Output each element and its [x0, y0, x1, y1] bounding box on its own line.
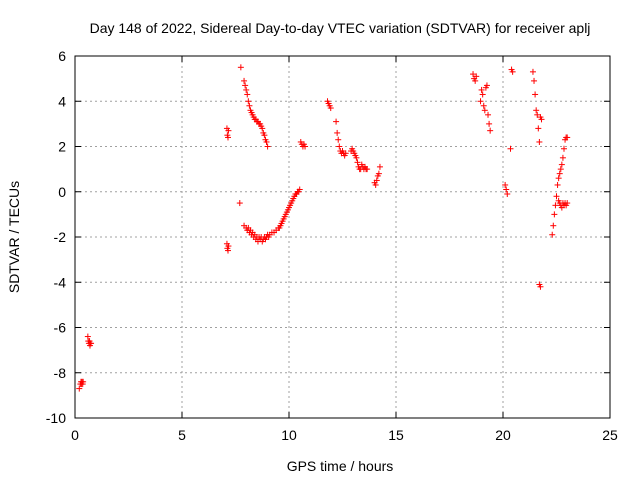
data-point	[551, 211, 558, 218]
data-point	[225, 127, 232, 134]
data-point	[553, 193, 560, 200]
data-point	[564, 134, 571, 141]
data-point	[504, 191, 511, 198]
y-tick-label: -4	[54, 274, 67, 290]
data-point	[480, 102, 487, 109]
data-point	[342, 150, 349, 157]
y-tick-label: 2	[58, 139, 66, 155]
data-point	[333, 118, 340, 125]
data-point	[487, 127, 494, 134]
data-point	[535, 125, 542, 132]
data-point	[354, 159, 361, 166]
y-tick-label: -6	[54, 320, 67, 336]
data-point	[552, 202, 559, 209]
data-point	[533, 107, 540, 114]
data-point	[80, 378, 87, 385]
data-point	[503, 186, 510, 193]
data-point	[477, 98, 484, 105]
data-point	[531, 77, 538, 84]
data-point	[375, 170, 382, 177]
data-point	[479, 91, 486, 98]
data-point	[483, 82, 490, 89]
data-point	[243, 86, 250, 93]
data-point	[76, 385, 83, 392]
data-point	[263, 138, 270, 145]
data-point	[478, 86, 485, 93]
data-point	[560, 145, 567, 152]
data-point	[335, 136, 342, 143]
data-point	[550, 222, 557, 229]
data-point	[554, 181, 561, 188]
data-point	[336, 143, 343, 150]
y-tick-label: 6	[58, 48, 66, 64]
data-point	[88, 340, 95, 347]
data-point	[537, 283, 544, 290]
data-point	[473, 73, 480, 80]
data-point	[259, 125, 266, 132]
data-point	[536, 138, 543, 145]
data-point	[509, 68, 516, 75]
data-point	[558, 161, 565, 168]
data-point	[261, 132, 268, 139]
y-tick-label: -2	[54, 229, 67, 245]
x-tick-label: 5	[178, 427, 186, 443]
data-point	[237, 64, 244, 71]
x-tick-label: 15	[388, 427, 404, 443]
data-point	[373, 177, 380, 184]
data-point	[225, 134, 232, 141]
data-point	[481, 107, 488, 114]
y-tick-label: -10	[46, 410, 66, 426]
data-point	[555, 175, 562, 182]
data-point	[236, 200, 243, 207]
axis-ticks: 0 5 10 15 20 25 -10 -8 -6 -4 -2 0 2 4 6	[46, 48, 618, 443]
data-point	[302, 143, 309, 150]
x-tick-label: 0	[71, 427, 79, 443]
x-tick-label: 25	[602, 427, 618, 443]
x-axis-label: GPS time / hours	[287, 458, 394, 474]
data-point	[532, 91, 539, 98]
data-point	[246, 102, 253, 109]
chart-title: Day 148 of 2022, Sidereal Day-to-day VTE…	[90, 20, 591, 36]
data-point	[470, 71, 477, 78]
y-tick-label: -8	[54, 365, 67, 381]
data-point	[372, 181, 379, 188]
data-point	[534, 111, 541, 118]
data-point	[376, 163, 383, 170]
data-point	[364, 166, 371, 173]
data-points	[76, 64, 571, 392]
grid-lines	[75, 56, 610, 418]
data-point	[486, 120, 493, 127]
data-point	[225, 243, 232, 250]
data-point	[564, 200, 571, 207]
data-point	[507, 145, 514, 152]
data-point	[485, 111, 492, 118]
data-point	[296, 186, 303, 193]
x-tick-label: 10	[281, 427, 297, 443]
data-point	[557, 166, 564, 173]
data-point	[538, 116, 545, 123]
x-tick-label: 20	[495, 427, 511, 443]
data-point	[556, 170, 563, 177]
data-point	[242, 82, 249, 89]
data-point	[245, 98, 252, 105]
data-point	[559, 154, 566, 161]
data-point	[472, 77, 479, 84]
data-point	[244, 91, 251, 98]
data-point	[327, 105, 334, 112]
y-tick-label: 4	[58, 93, 66, 109]
y-axis-label: SDTVAR / TECUs	[6, 181, 22, 293]
data-point	[502, 181, 509, 188]
data-point	[549, 231, 556, 238]
data-point	[353, 154, 360, 161]
data-point	[334, 129, 341, 136]
data-point	[241, 77, 248, 84]
data-point	[264, 143, 271, 150]
y-tick-label: 0	[58, 184, 66, 200]
data-point	[529, 68, 536, 75]
